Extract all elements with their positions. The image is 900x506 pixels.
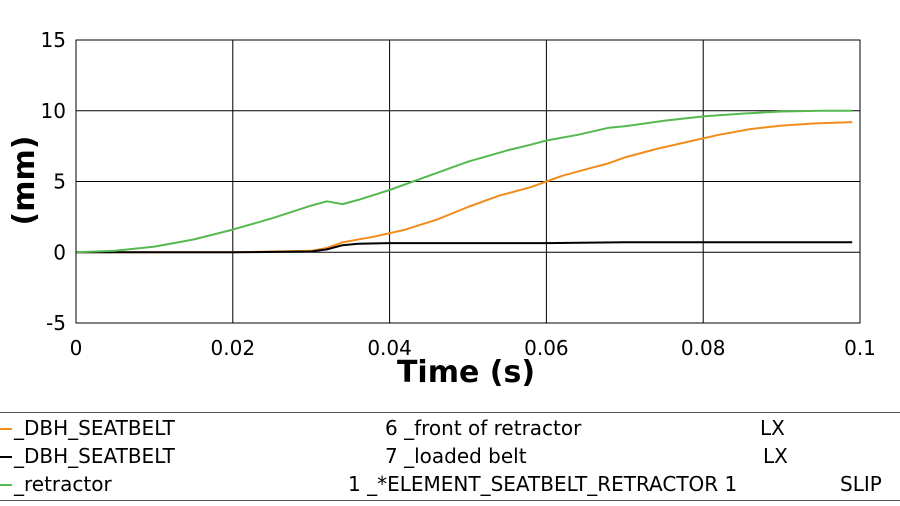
series-line-1 [76,241,853,254]
x-tick-label: 0 [70,336,83,360]
legend-name: _DBH_SEATBELT [14,444,175,468]
y-tick-label: 0 [53,240,66,264]
legend-entry-front-of-retractor: _DBH_SEATBELT 6 _front of retractor LX [0,414,900,442]
x-tick-label: 0.1 [844,336,876,360]
legend-bottom-rule [0,500,900,501]
legend-name: _retractor [14,472,112,496]
y-tick-labels: -5 0 5 10 15 [41,28,66,335]
y-tick-label: 15 [41,28,66,52]
y-tick-label: 5 [53,170,66,194]
x-axis-label: Time (s) [397,355,535,390]
legend-entity: 7 _loaded belt [385,444,527,468]
legend-name: _DBH_SEATBELT [14,416,175,440]
legend-swatch [0,484,12,486]
legend-entry-loaded-belt: _DBH_SEATBELT 7 _loaded belt LX [0,442,900,470]
x-tick-label: 0.08 [681,336,726,360]
x-tick-labels: 0 0.02 0.04 0.06 0.08 0.1 [70,336,876,360]
plot-frame [75,39,861,324]
y-tick-label: -5 [46,311,66,335]
legend-swatch [0,428,12,430]
series-lines [75,109,853,254]
y-tick-label: 10 [41,99,66,123]
legend-top-rule [0,412,900,413]
grid-lines [75,39,861,324]
legend-entity: 1 _*ELEMENT_SEATBELT_RETRACTOR 1 [348,472,738,496]
legend-component: LX [760,416,785,440]
legend-swatch [0,456,12,458]
series-line-2 [75,109,853,254]
legend-entry-retractor: _retractor 1 _*ELEMENT_SEATBELT_RETRACTO… [0,470,900,498]
x-tick-label: 0.02 [211,336,256,360]
series-line-0 [76,121,853,254]
legend: _DBH_SEATBELT 6 _front of retractor LX _… [0,412,900,506]
y-axis-label: (mm) [7,136,42,226]
legend-entity: 6 _front of retractor [385,416,582,440]
x-tick-label: 0.04 [367,336,412,360]
legend-component: LX [763,444,788,468]
x-tick-label: 0.06 [524,336,569,360]
legend-component: SLIP [840,472,882,496]
